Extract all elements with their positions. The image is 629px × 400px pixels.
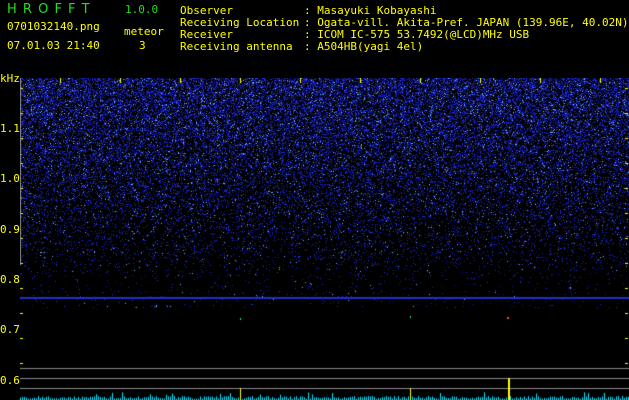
info-value: A504HB(yagi 4el) — [317, 40, 424, 53]
y-tick-label: 0.7 — [0, 323, 20, 337]
info-sep: : — [304, 16, 318, 29]
y-tick-label: 1.0 — [0, 172, 20, 186]
info-label: Receiving Location — [180, 16, 300, 29]
info-row: Receiver: ICOM IC-575 53.7492(@LCD)MHz U… — [180, 29, 529, 40]
spectrogram — [20, 78, 629, 400]
meteor-label: meteor — [124, 25, 164, 38]
info-sep: : — [304, 4, 318, 17]
file-name: 0701032140.png — [7, 20, 100, 33]
app-name: H R O F F T — [7, 2, 91, 17]
meteor-count: 3 — [139, 39, 146, 52]
info-value: Masayuki Kobayashi — [317, 4, 437, 17]
y-tick-label: 0.8 — [0, 272, 20, 286]
app-version: 1.0.0 — [125, 3, 159, 16]
info-sep: : — [304, 40, 318, 53]
y-unit: kHz — [0, 72, 20, 85]
info-row: Receiving Location: Ogata-vill. Akita-Pr… — [180, 17, 629, 28]
info-row: Receiving antenna: A504HB(yagi 4el) — [180, 41, 423, 52]
y-tick-label: 0.9 — [0, 222, 20, 236]
datetime: 07.01.03 21:40 — [7, 39, 100, 52]
y-tick-label: 0.6 — [0, 373, 20, 387]
y-tick-label: 1.1 — [0, 122, 20, 135]
info-row: Observer: Masayuki Kobayashi — [180, 5, 436, 16]
info-label: Observer — [180, 4, 233, 17]
info-label: Receiver — [180, 28, 233, 41]
info-value: ICOM IC-575 53.7492(@LCD)MHz USB — [317, 28, 530, 41]
info-label: Receiving antenna — [180, 40, 293, 53]
info-value: Ogata-vill. Akita-Pref. JAPAN (139.96E, … — [317, 16, 629, 29]
info-sep: : — [304, 28, 318, 41]
